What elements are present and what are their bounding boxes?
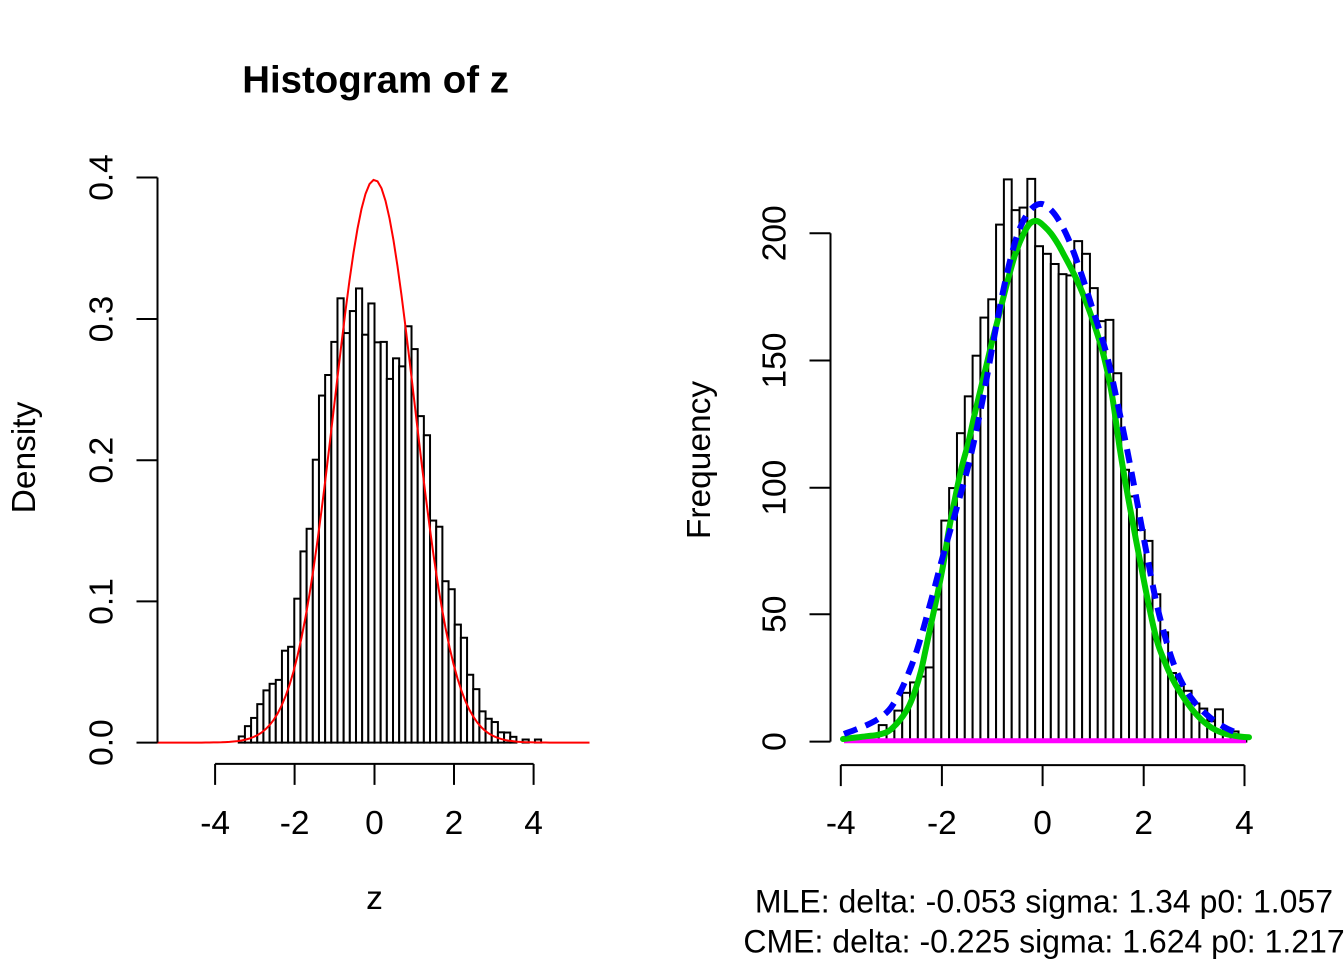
svg-text:0.2: 0.2 [84,437,121,484]
svg-text:MLE: delta: -0.053 sigma: 1.34: MLE: delta: -0.053 sigma: 1.34 p0: 1.057 [755,884,1333,920]
svg-text:Frequency: Frequency [681,381,718,540]
svg-text:2: 2 [1134,805,1153,842]
svg-text:0.3: 0.3 [84,296,121,343]
svg-text:4: 4 [524,805,543,842]
svg-text:0.0: 0.0 [84,719,121,766]
svg-text:Histogram of z: Histogram of z [242,58,509,101]
svg-text:-4: -4 [200,805,230,842]
svg-text:-4: -4 [826,805,856,842]
svg-text:100: 100 [757,460,794,516]
svg-text:-2: -2 [927,805,957,842]
svg-text:CME: delta: -0.225 sigma: 1.62: CME: delta: -0.225 sigma: 1.624 p0: 1.21… [743,923,1344,959]
svg-text:Density: Density [6,401,43,513]
svg-text:0: 0 [365,805,384,842]
svg-text:z: z [366,880,383,917]
svg-text:200: 200 [757,205,794,261]
svg-text:0.1: 0.1 [84,578,121,625]
svg-text:0: 0 [1033,805,1052,842]
svg-text:150: 150 [757,333,794,389]
svg-text:0.4: 0.4 [84,154,121,201]
svg-text:50: 50 [757,596,794,633]
svg-text:2: 2 [445,805,464,842]
svg-text:0: 0 [757,732,794,751]
svg-text:4: 4 [1235,805,1254,842]
svg-text:-2: -2 [280,805,310,842]
